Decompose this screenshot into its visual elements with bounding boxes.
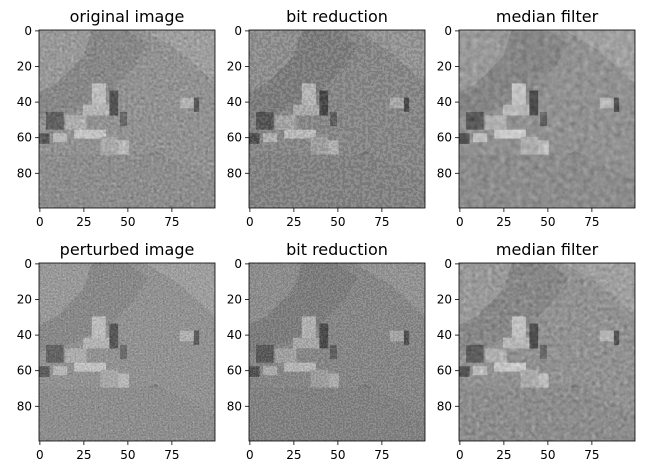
x-tick-label: 0 <box>246 448 254 462</box>
panel-5: bit reduction 0 20 40 60 80 0 25 50 75 <box>227 240 426 462</box>
panel-3: median filter 0 20 40 60 80 0 25 50 75 <box>437 7 636 229</box>
x-tick-label: 25 <box>496 448 511 462</box>
panel-title: bit reduction <box>286 7 388 26</box>
panel-frame <box>458 262 636 442</box>
y-tick-label: 60 <box>437 131 452 145</box>
panel-frame <box>248 29 426 209</box>
x-tick-label: 25 <box>286 215 301 229</box>
y-tick-label: 80 <box>437 399 452 413</box>
x-tick-label: 0 <box>456 215 464 229</box>
panel-title: original image <box>70 7 185 26</box>
y-tick-label: 0 <box>444 257 452 271</box>
panel-image <box>459 30 635 208</box>
y-tick-label: 40 <box>227 328 242 342</box>
y-tick-label: 20 <box>437 292 452 306</box>
y-tick-label: 80 <box>17 399 32 413</box>
y-tick-label: 60 <box>17 364 32 378</box>
x-tick-label: 50 <box>540 215 555 229</box>
panel-1: original image 0 20 40 60 80 0 25 50 75 <box>17 7 216 229</box>
y-tick-label: 60 <box>227 364 242 378</box>
x-tick-label: 25 <box>496 215 511 229</box>
y-tick-label: 20 <box>17 292 32 306</box>
x-tick-label: 0 <box>36 215 44 229</box>
x-tick-label: 0 <box>456 448 464 462</box>
panel-frame <box>458 29 636 209</box>
x-tick-label: 25 <box>286 448 301 462</box>
y-tick-label: 40 <box>437 95 452 109</box>
panel-title: median filter <box>496 7 599 26</box>
x-tick-label: 0 <box>246 215 254 229</box>
panel-image <box>39 30 215 208</box>
y-tick-label: 80 <box>17 166 32 180</box>
panel-frame <box>38 29 216 209</box>
panel-6: median filter 0 20 40 60 80 0 25 50 75 <box>437 240 636 462</box>
y-tick-label: 60 <box>437 364 452 378</box>
panel-4: perturbed image 0 20 40 60 80 0 25 50 75 <box>17 240 216 462</box>
x-tick-label: 25 <box>76 448 91 462</box>
y-tick-label: 0 <box>234 257 242 271</box>
x-tick-label: 75 <box>584 448 599 462</box>
y-tick-label: 80 <box>227 399 242 413</box>
y-tick-label: 80 <box>227 166 242 180</box>
y-tick-label: 60 <box>17 131 32 145</box>
y-tick-label: 0 <box>24 257 32 271</box>
y-tick-label: 40 <box>17 95 32 109</box>
panel-image <box>39 263 215 441</box>
x-tick-label: 50 <box>120 448 135 462</box>
y-tick-label: 40 <box>17 328 32 342</box>
x-tick-label: 25 <box>76 215 91 229</box>
x-tick-label: 50 <box>540 448 555 462</box>
y-tick-label: 20 <box>17 59 32 73</box>
y-tick-label: 60 <box>227 131 242 145</box>
y-tick-label: 80 <box>437 166 452 180</box>
panel-image <box>249 30 425 208</box>
panel-2: bit reduction 0 20 40 60 80 0 25 50 75 <box>227 7 426 229</box>
x-tick-label: 75 <box>164 215 179 229</box>
x-tick-label: 50 <box>120 215 135 229</box>
panel-frame <box>248 262 426 442</box>
x-tick-label: 0 <box>36 448 44 462</box>
x-tick-label: 75 <box>374 215 389 229</box>
y-tick-label: 20 <box>227 292 242 306</box>
y-tick-label: 20 <box>437 59 452 73</box>
x-tick-label: 50 <box>330 215 345 229</box>
y-tick-label: 0 <box>444 24 452 38</box>
y-tick-label: 40 <box>437 328 452 342</box>
x-tick-label: 75 <box>374 448 389 462</box>
x-tick-label: 50 <box>330 448 345 462</box>
panel-image <box>459 263 635 441</box>
y-tick-label: 40 <box>227 95 242 109</box>
y-tick-label: 0 <box>24 24 32 38</box>
x-tick-label: 75 <box>584 215 599 229</box>
panel-frame <box>38 262 216 442</box>
panel-title: median filter <box>496 240 599 259</box>
panel-title: perturbed image <box>60 240 195 259</box>
x-tick-label: 75 <box>164 448 179 462</box>
y-tick-label: 0 <box>234 24 242 38</box>
y-tick-label: 20 <box>227 59 242 73</box>
panel-image <box>249 263 425 441</box>
panel-title: bit reduction <box>286 240 388 259</box>
